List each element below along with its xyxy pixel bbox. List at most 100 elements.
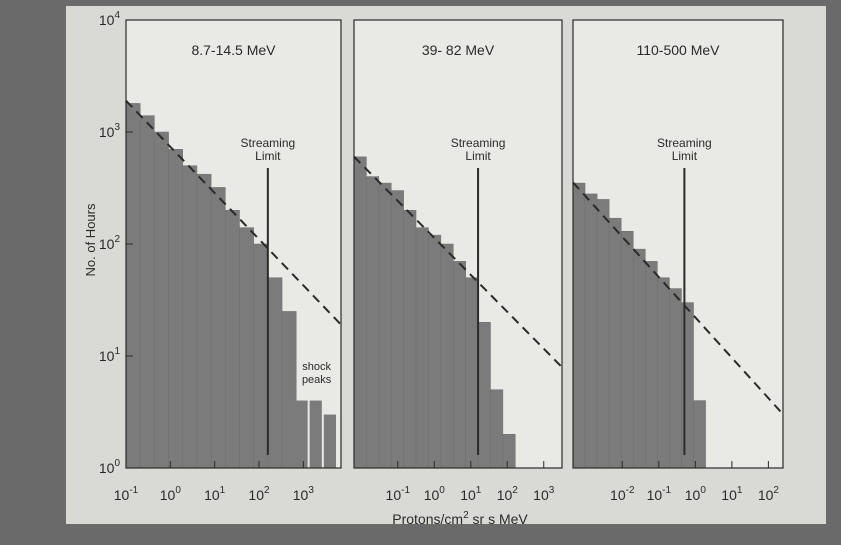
histogram-bar: [440, 243, 454, 469]
histogram-bar: [693, 400, 706, 469]
x-tick-exponent: -1: [129, 485, 138, 496]
histogram-bar: [596, 199, 610, 469]
histogram-bar: [428, 234, 442, 469]
x-tick-label: 102: [248, 485, 270, 503]
shock-peaks-line1: shock: [302, 361, 331, 373]
histogram-bar: [633, 248, 646, 469]
histogram-bar: [225, 210, 240, 469]
streaming-limit-line2: Limit: [672, 149, 698, 163]
x-tick-exponent: 0: [175, 485, 181, 496]
panel-title: 110-500 MeV: [636, 42, 720, 58]
x-tick-exponent: 1: [476, 485, 482, 496]
histogram-bar: [253, 243, 269, 469]
streaming-limit-label: Streaming Limit: [657, 136, 712, 163]
histogram-bar: [139, 115, 155, 469]
x-tick-label: 10-1: [386, 485, 411, 503]
histogram-bar: [620, 230, 634, 469]
streaming-limit-line1: Streaming: [657, 136, 712, 150]
x-tick-label: 103: [533, 485, 555, 503]
x-tick-base: 10: [497, 487, 513, 503]
histogram-bar: [645, 261, 658, 469]
x-tick-base: 10: [758, 487, 774, 503]
x-tick-exponent: -1: [401, 485, 410, 496]
x-tick-base: 10: [424, 487, 440, 503]
x-tick-label: 100: [160, 485, 182, 503]
x-tick-base: 10: [204, 487, 220, 503]
shock-peaks-label: shock peaks: [302, 361, 332, 386]
panel-title: 39- 82 MeV: [422, 42, 495, 58]
histogram-bar: [681, 302, 694, 469]
x-tick-base: 10: [293, 487, 309, 503]
dashed-fit-line: [353, 155, 563, 368]
histogram-bar: [657, 277, 670, 469]
x-tick-exponent: 2: [773, 485, 779, 496]
streaming-limit-line2: Limit: [465, 149, 491, 163]
histogram-bar: [353, 156, 367, 469]
panel-title: 8.7-14.5 MeV: [191, 42, 276, 58]
x-tick-base: 10: [647, 487, 663, 503]
histogram-bar: [415, 227, 429, 469]
histogram-bar: [453, 261, 466, 469]
y-tick-label: 101: [99, 346, 121, 364]
x-tick-exponent: 2: [512, 485, 518, 496]
histogram-bar: [281, 311, 297, 469]
histogram-bar: [608, 217, 622, 469]
x-tick-label: 103: [293, 485, 315, 503]
streaming-limit-label: Streaming Limit: [451, 136, 506, 163]
y-tick-exponent: 1: [114, 346, 120, 357]
x-tick-base: 10: [460, 487, 476, 503]
y-tick-label: 102: [99, 234, 121, 252]
histogram-bar: [465, 277, 479, 469]
y-tick-label: 100: [99, 458, 121, 476]
shock-peaks-line2: peaks: [302, 374, 332, 386]
shock-peak-bar: [295, 400, 308, 468]
x-axis-label: Protons/cm2 sr s MeV: [392, 510, 528, 527]
x-tick-label: 101: [721, 485, 743, 503]
x-tick-label: 10-1: [114, 485, 139, 503]
histogram-bar: [669, 288, 682, 469]
streaming-limit-line1: Streaming: [451, 136, 506, 150]
y-tick-exponent: 3: [114, 122, 120, 133]
x-tick-exponent: -1: [662, 485, 671, 496]
x-tick-label: 102: [758, 485, 780, 503]
x-tick-exponent: 3: [308, 485, 314, 496]
x-tick-exponent: 1: [737, 485, 743, 496]
histogram-bar: [125, 103, 141, 469]
y-tick-label: 103: [99, 122, 121, 140]
y-tick-base: 10: [99, 236, 115, 252]
x-tick-base: 10: [685, 487, 701, 503]
x-tick-base: 10: [248, 487, 264, 503]
x-tick-exponent: 0: [439, 485, 445, 496]
panel-frame: [353, 19, 563, 469]
y-tick-label: 104: [99, 10, 121, 28]
x-axis-label-suffix: sr s MeV: [469, 511, 529, 527]
y-tick-exponent: 4: [114, 10, 120, 21]
histogram-bar: [584, 193, 598, 469]
histogram-bar: [210, 187, 226, 469]
histogram-bar: [390, 190, 404, 469]
histogram-bar: [182, 165, 198, 469]
dashed-fit-line: [125, 99, 342, 326]
histogram-bar: [168, 149, 183, 469]
shock-peak-bar: [323, 414, 337, 468]
histogram-bar: [366, 176, 380, 469]
x-tick-base: 10: [160, 487, 176, 503]
x-tick-label: 10-2: [610, 485, 635, 503]
x-tick-exponent: 0: [700, 485, 706, 496]
x-tick-base: 10: [114, 487, 130, 503]
x-tick-label: 100: [424, 485, 446, 503]
histogram-bar: [378, 182, 392, 469]
x-tick-label: 10-1: [647, 485, 672, 503]
x-tick-label: 101: [204, 485, 226, 503]
histogram-bar: [403, 210, 417, 469]
y-tick-base: 10: [99, 348, 115, 364]
y-tick-exponent: 0: [114, 458, 120, 469]
x-tick-base: 10: [721, 487, 737, 503]
x-tick-base: 10: [386, 487, 402, 503]
x-tick-exponent: -2: [626, 485, 635, 496]
x-tick-label: 101: [460, 485, 482, 503]
histogram-bar: [477, 322, 491, 469]
